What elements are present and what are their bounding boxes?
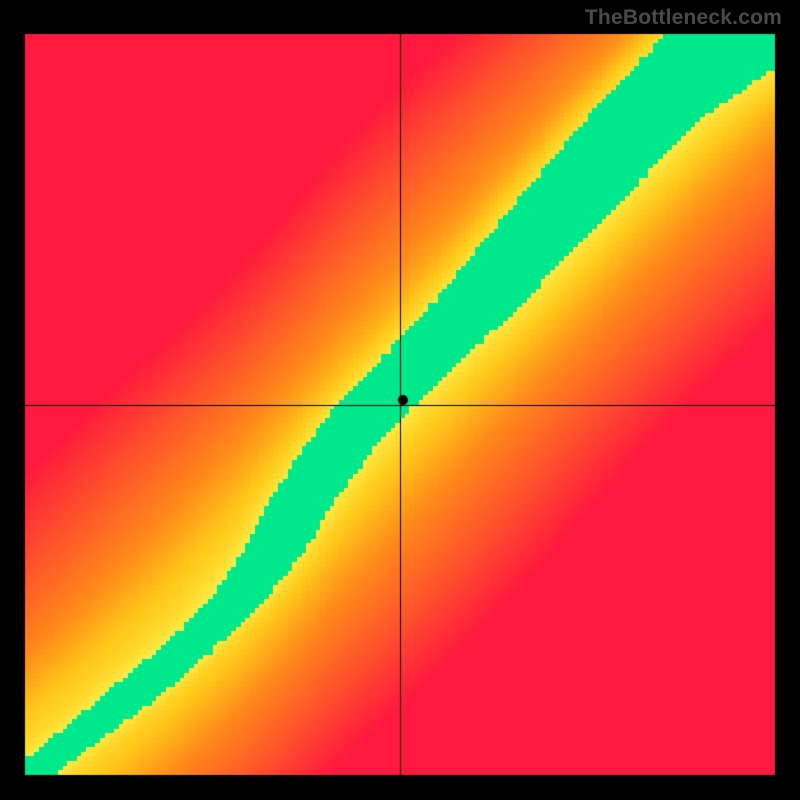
heatmap-canvas: [0, 0, 800, 800]
chart-container: TheBottleneck.com: [0, 0, 800, 800]
watermark-text: TheBottleneck.com: [585, 6, 782, 30]
